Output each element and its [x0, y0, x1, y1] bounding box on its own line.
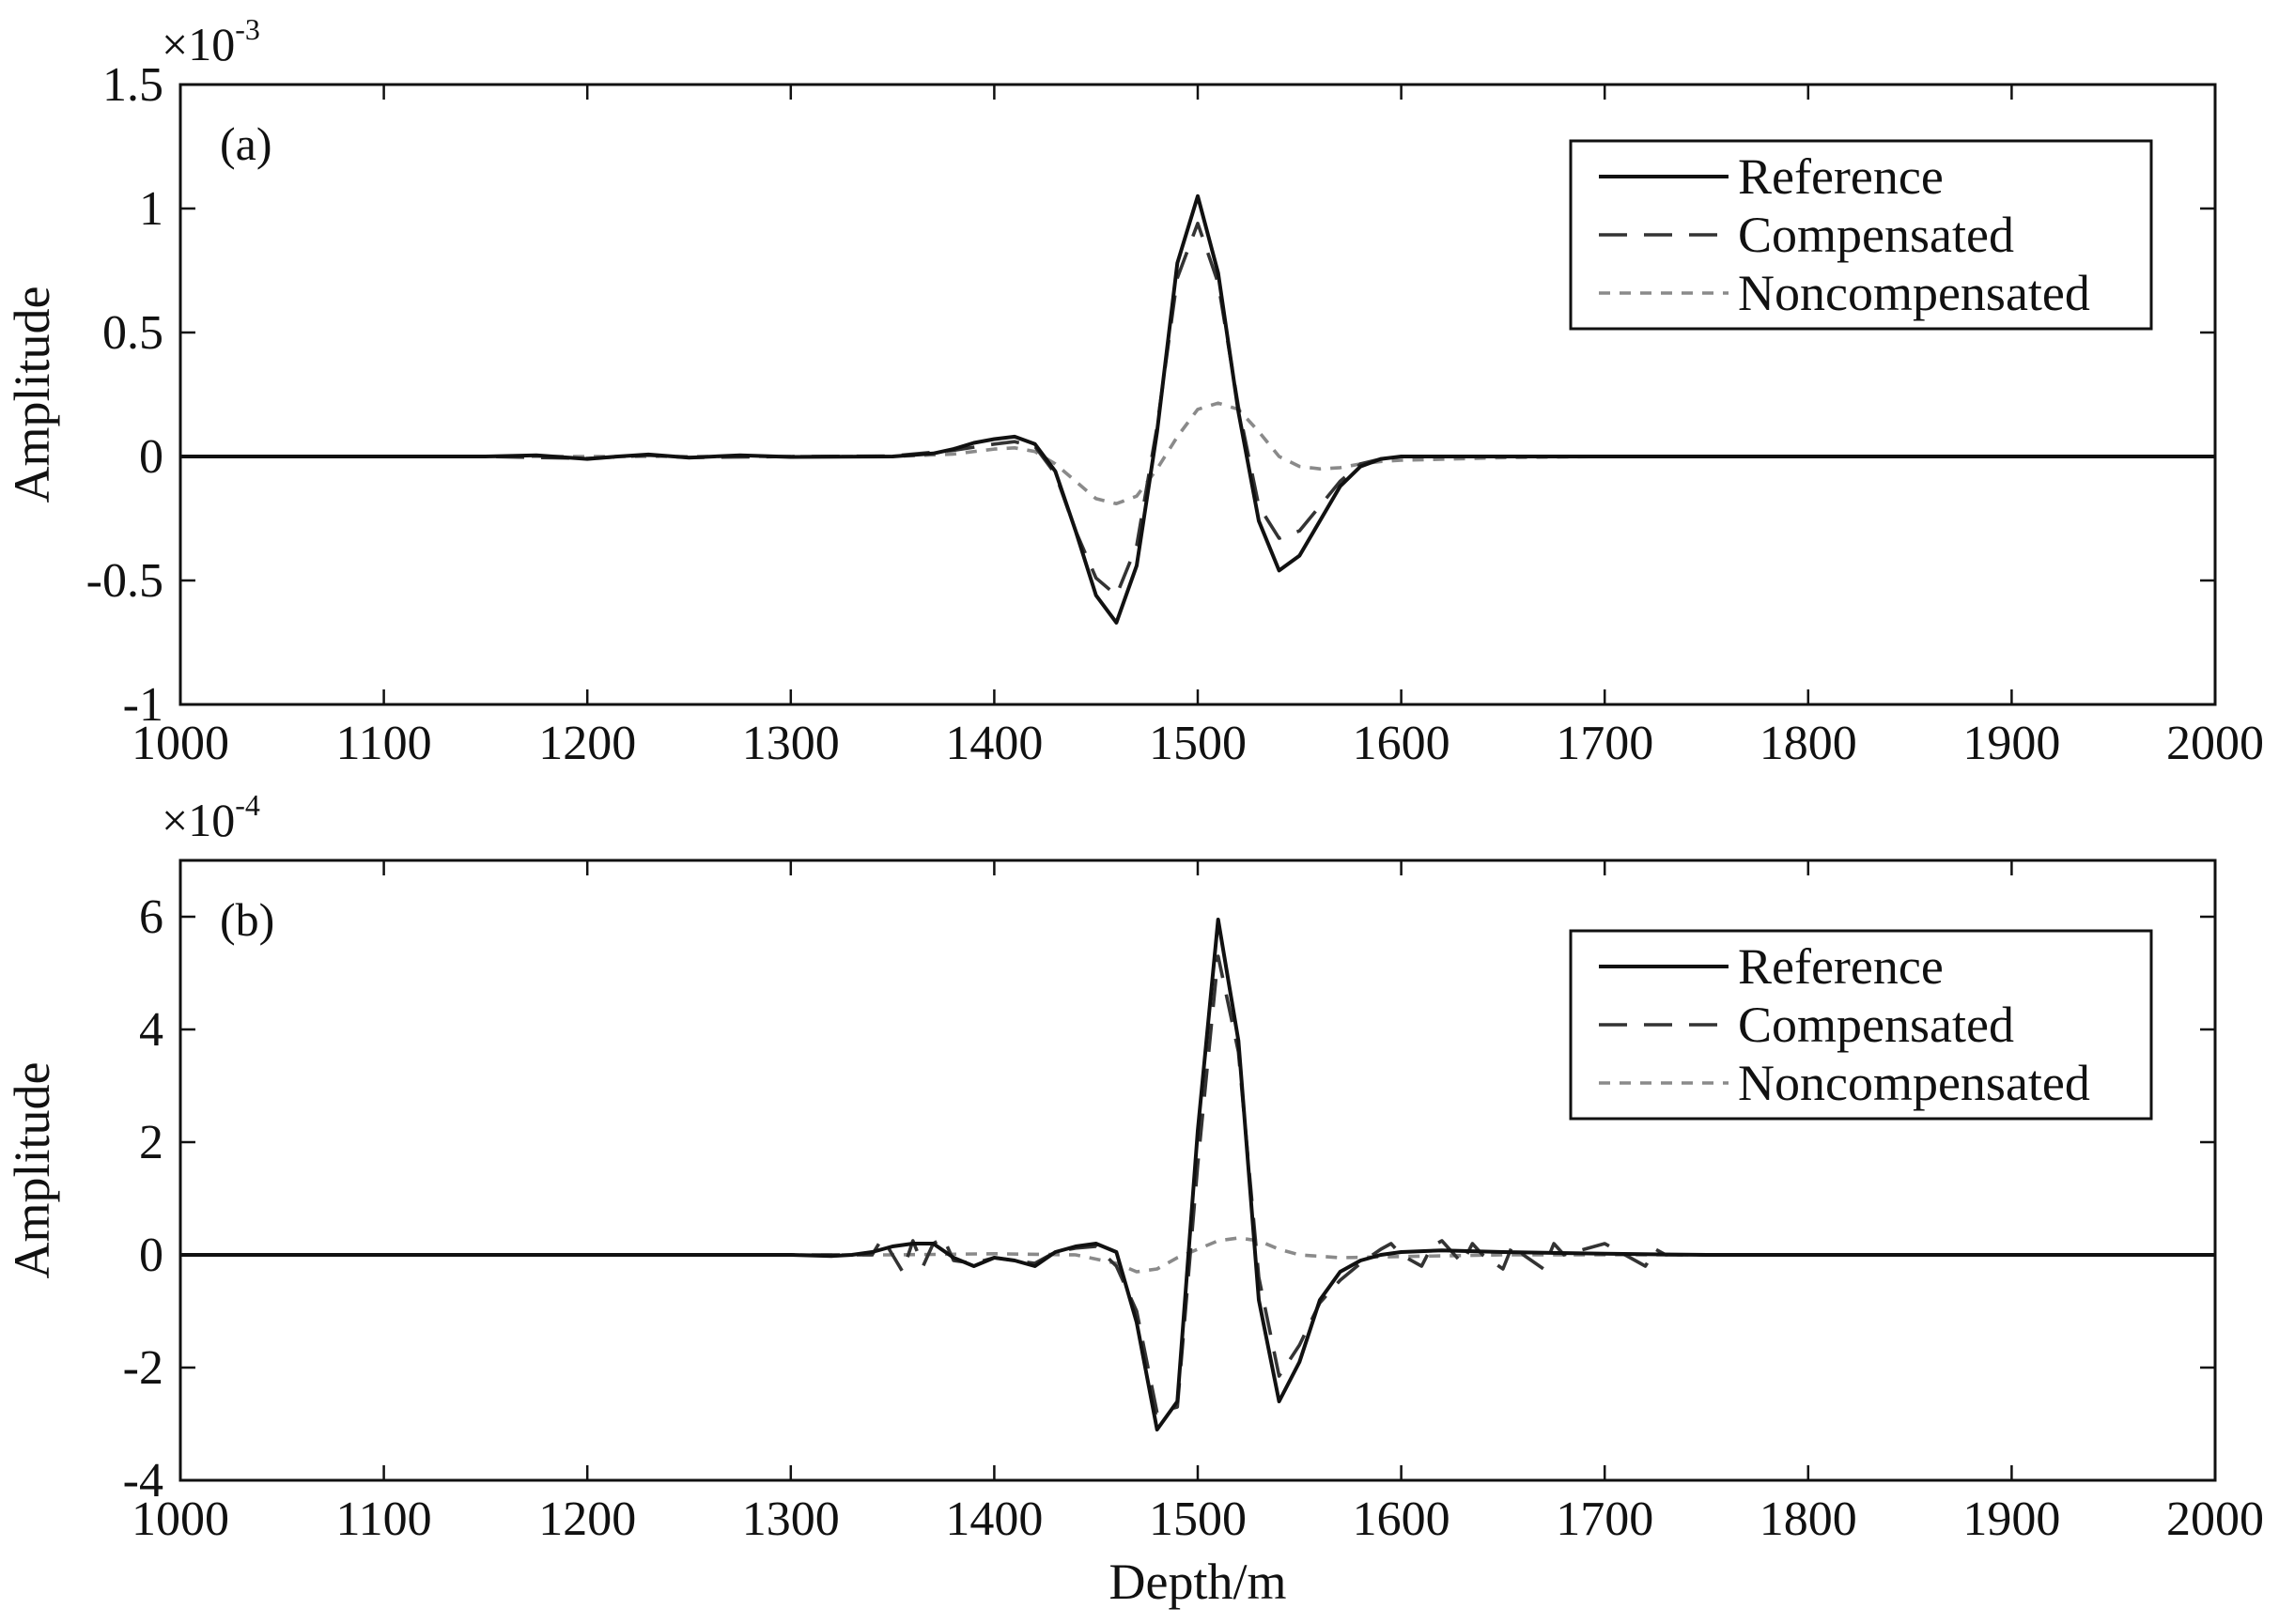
x-tick-label: 2000 [2166, 717, 2264, 770]
y-exponent-label: ×10-4 [162, 788, 260, 846]
y-tick-label: 2 [139, 1116, 163, 1169]
x-tick-label: 1900 [1962, 717, 2060, 770]
series-line-reference [180, 193, 2215, 625]
x-tick-label: 1900 [1962, 1493, 2060, 1546]
legend-label: Compensated [1738, 997, 2014, 1053]
x-tick-label: 1400 [945, 717, 1043, 770]
x-tick-label: 1200 [538, 1493, 636, 1546]
x-tick-label: 2000 [2166, 1493, 2264, 1546]
series-line-compensated [180, 954, 2215, 1415]
y-tick-label: 1.5 [102, 58, 163, 112]
legend-label: Compensated [1738, 207, 2014, 263]
legend-label: Noncompensated [1738, 1055, 2090, 1111]
x-tick-label: 1700 [1556, 1493, 1653, 1546]
y-exponent-base: ×10 [162, 18, 235, 70]
y-tick-label: -2 [123, 1341, 163, 1395]
y-tick-label: 6 [139, 890, 163, 944]
y-tick-label: 0 [139, 430, 163, 484]
y-exponent-base: ×10 [162, 794, 235, 846]
y-tick-label: -1 [123, 678, 163, 732]
y-tick-label: -0.5 [86, 554, 163, 608]
series-line-noncompensated [180, 1236, 2215, 1274]
x-tick-label: 1800 [1760, 1493, 1857, 1546]
x-tick-label: 1500 [1149, 1493, 1247, 1546]
legend-label: Reference [1738, 938, 1944, 995]
x-tick-label: 1100 [336, 717, 432, 770]
x-tick-label: 1300 [742, 717, 840, 770]
y-tick-label: 0 [139, 1229, 163, 1282]
panel-label: (a) [220, 117, 272, 170]
x-tick-label: 1300 [742, 1493, 840, 1546]
x-tick-label: 1800 [1760, 717, 1857, 770]
panel-label: (b) [220, 893, 274, 946]
legend-label: Noncompensated [1738, 265, 2090, 321]
legend-label: Reference [1738, 148, 1944, 205]
x-tick-label: 1000 [132, 717, 229, 770]
y-tick-label: 4 [139, 1003, 163, 1057]
x-tick-label: 1700 [1556, 717, 1653, 770]
x-tick-label: 1600 [1353, 1493, 1450, 1546]
y-axis-title: Amplitude [4, 286, 60, 503]
y-tick-label: -4 [123, 1454, 163, 1508]
series-line-reference [180, 918, 2215, 1431]
y-tick-label: 1 [139, 182, 163, 236]
x-tick-label: 1500 [1149, 717, 1247, 770]
y-exponent-power: -4 [235, 788, 260, 822]
x-tick-label: 1100 [336, 1493, 432, 1546]
x-tick-label: 1200 [538, 717, 636, 770]
y-exponent-power: -3 [235, 12, 260, 46]
panel-b: 1000 1100 1200 1300 1400 1500 1600 1700 1800 1900… [4, 788, 2264, 1610]
x-axis-title: Depth/m [1109, 1554, 1287, 1610]
x-tick-label: 1600 [1353, 717, 1450, 770]
panel-a: 1000 1100 1200 1300 1400 1500 1600 1700 1800 1900… [4, 12, 2264, 770]
x-tick-label: 1000 [132, 1493, 229, 1546]
y-exponent-label: ×10-3 [162, 12, 260, 70]
x-tick-label: 1400 [945, 1493, 1043, 1546]
y-tick-label: 0.5 [102, 306, 163, 360]
y-axis-title: Amplitude [4, 1062, 60, 1279]
